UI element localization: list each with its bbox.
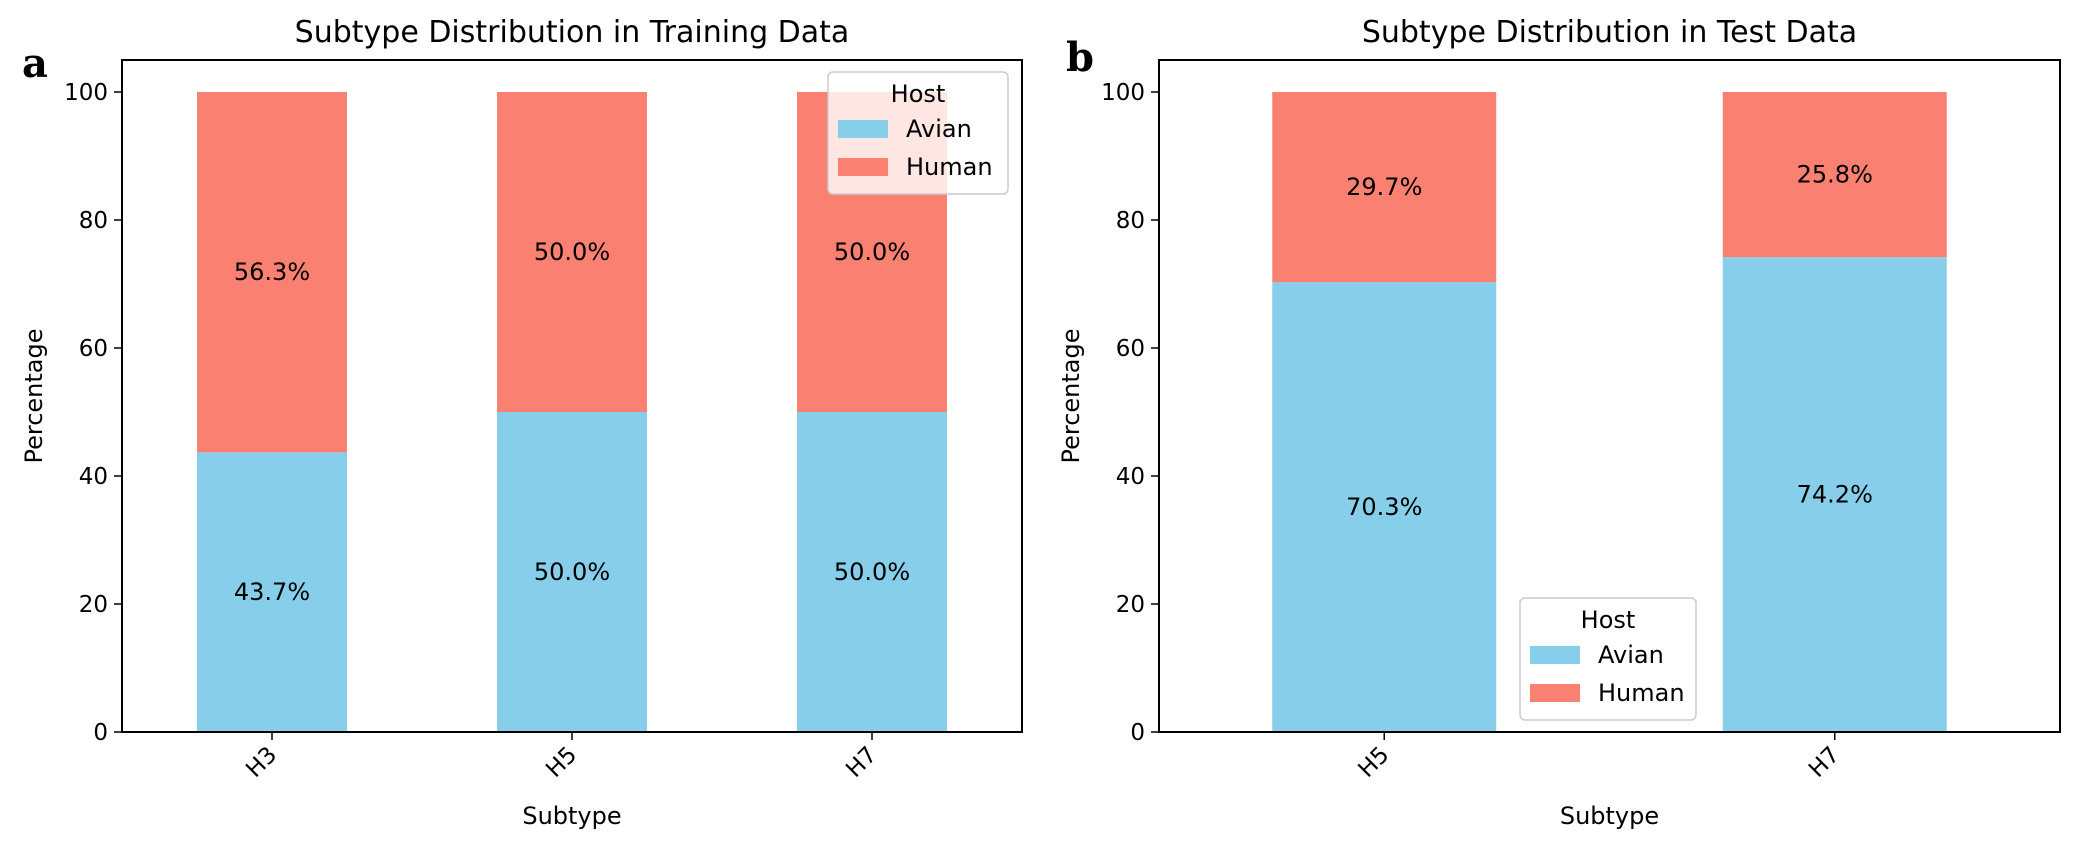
data-label: 70.3%: [1346, 493, 1422, 521]
chart-title: Subtype Distribution in Training Data: [295, 15, 850, 50]
y-axis-label: Percentage: [1057, 328, 1085, 463]
data-label: 43.7%: [234, 578, 310, 606]
legend-swatch-avian: [1530, 646, 1580, 664]
training-chart: Subtype Distribution in Training Data 43.…: [20, 15, 1023, 830]
legend-swatch-human: [838, 158, 888, 176]
x-axis-label: Subtype: [1560, 802, 1659, 830]
bar-avian-h3: [197, 452, 347, 732]
y-tick-label: 80: [1116, 208, 1145, 234]
test-chart: Subtype Distribution in Test Data 70.3% 29…: [1057, 15, 2061, 830]
legend-label-avian: Avian: [1598, 641, 1664, 669]
data-label: 56.3%: [234, 258, 310, 286]
bar-human-h7: [1722, 92, 1947, 258]
y-tick-label: 40: [79, 464, 108, 490]
bar-human-h5: [497, 92, 647, 412]
panel-label-a: a: [22, 40, 48, 87]
x-tick-label: H5: [1354, 742, 1395, 783]
y-axis-label: Percentage: [20, 328, 48, 463]
axes-frame: [1158, 59, 2061, 733]
data-label: 50.0%: [534, 558, 610, 586]
data-label: 74.2%: [1797, 481, 1873, 509]
legend-title: Host: [1581, 606, 1636, 634]
y-tick-label: 0: [93, 720, 108, 746]
legend-label-avian: Avian: [906, 115, 972, 143]
data-label: 25.8%: [1797, 161, 1873, 189]
x-tick-label: H7: [1804, 742, 1845, 783]
x-tick-label: H5: [541, 742, 582, 783]
x-axis-label: Subtype: [522, 802, 621, 830]
y-tick-label: 20: [79, 592, 108, 618]
bar-human-h3: [197, 92, 347, 453]
y-tick-label: 60: [1116, 336, 1145, 362]
data-label: 50.0%: [834, 238, 910, 266]
y-tick-label: 80: [79, 208, 108, 234]
y-tick-label: 0: [1130, 720, 1145, 746]
data-label: 50.0%: [534, 238, 610, 266]
legend: Host Avian Human: [1519, 597, 1697, 721]
legend-swatch-human: [1530, 684, 1580, 702]
legend-title: Host: [891, 80, 946, 108]
legend: Host Avian Human: [827, 71, 1009, 195]
bar-human-h5: [1272, 92, 1497, 283]
bar-avian-h5: [1272, 282, 1497, 732]
bar-avian-h7: [797, 412, 947, 732]
x-tick-label: H7: [841, 742, 882, 783]
bar-avian-h7: [1722, 257, 1947, 732]
panel-label-b: b: [1066, 34, 1094, 81]
legend-label-human: Human: [1598, 679, 1685, 707]
bar-avian-h5: [497, 412, 647, 732]
x-tick-label: H3: [241, 742, 282, 783]
chart-title: Subtype Distribution in Test Data: [1362, 15, 1857, 50]
y-tick-label: 60: [79, 336, 108, 362]
y-tick-label: 20: [1116, 592, 1145, 618]
y-tick-label: 100: [1101, 80, 1145, 106]
legend-swatch-avian: [838, 120, 888, 138]
legend-label-human: Human: [906, 153, 993, 181]
data-label: 50.0%: [834, 558, 910, 586]
data-label: 29.7%: [1346, 173, 1422, 201]
y-tick-label: 100: [64, 80, 108, 106]
y-tick-label: 40: [1116, 464, 1145, 490]
